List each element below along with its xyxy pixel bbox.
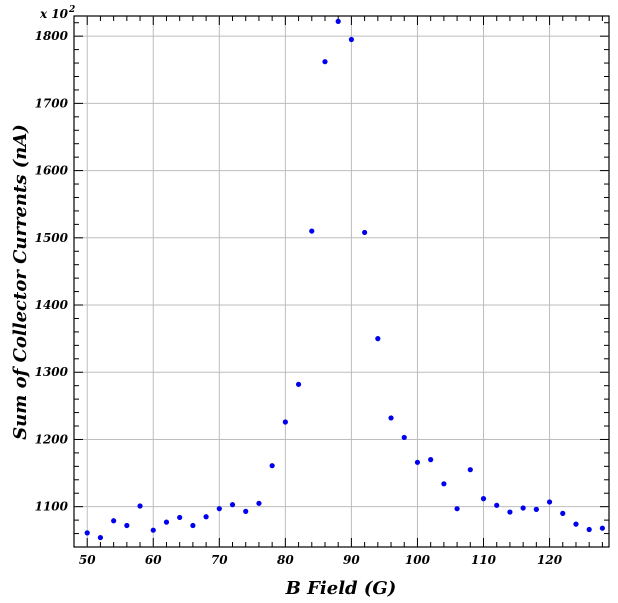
data-point	[362, 229, 368, 236]
data-point	[111, 518, 117, 524]
data-point	[586, 526, 592, 533]
x-tick-label: 70	[211, 553, 228, 567]
x-tick-label: 110	[471, 553, 497, 567]
data-point	[401, 434, 407, 441]
data-point	[454, 506, 460, 512]
data-point	[388, 415, 394, 421]
data-point	[150, 527, 156, 533]
x-tick-label: 100	[405, 553, 431, 567]
data-point	[335, 18, 341, 24]
x-tick-label: 90	[343, 553, 360, 567]
y-tick-label: 1700	[35, 96, 69, 110]
x-tick-labels: 50 60 70 80 90 100 110 120	[79, 553, 563, 567]
data-point	[428, 457, 434, 463]
y-tick-label: 1400	[35, 298, 69, 312]
data-point	[163, 519, 170, 525]
data-point	[573, 521, 579, 527]
plot-frame	[73, 15, 610, 548]
axis-ticks	[74, 16, 609, 548]
grid	[74, 16, 609, 547]
data-point	[229, 502, 236, 508]
data-point	[560, 510, 566, 516]
y-axis-title: Sum of Collector Currents (nA)	[10, 124, 31, 440]
data-point	[177, 514, 183, 521]
data-point	[441, 481, 447, 487]
y-multiplier-exponent: 2	[68, 5, 75, 15]
data-point	[375, 336, 381, 342]
x-tick-label: 80	[277, 553, 294, 567]
data-point	[467, 467, 473, 473]
x-tick-label: 50	[79, 553, 96, 567]
y-tick-label: 1500	[35, 231, 69, 245]
data-point	[97, 534, 104, 541]
data-point	[348, 36, 355, 43]
data-point	[414, 459, 421, 465]
y-tick-label: 1300	[35, 365, 69, 379]
x-tick-label: 60	[145, 553, 162, 567]
data-point	[295, 381, 302, 387]
x-axis-title: B Field (G)	[285, 578, 397, 599]
y-tick-label: 1800	[35, 29, 69, 43]
data-point	[190, 522, 196, 529]
data-point	[124, 522, 130, 529]
data-point	[309, 228, 315, 234]
y-tick-label: 1100	[35, 500, 69, 514]
x-tick-label: 120	[537, 553, 563, 567]
data-point	[480, 496, 487, 502]
data-point	[216, 506, 222, 512]
data-point	[256, 500, 262, 506]
data-point	[533, 506, 539, 512]
y-tick-label: 1200	[35, 432, 69, 446]
data-point	[137, 503, 143, 509]
data-point	[599, 525, 605, 531]
data-point	[243, 508, 249, 514]
data-point	[269, 463, 275, 469]
data-point	[494, 502, 500, 508]
y-tick-labels: 1100 1200 1300 1400 1500 1600 1700 1800	[35, 29, 69, 514]
data-point	[322, 59, 328, 65]
data-point	[84, 530, 90, 536]
data-point	[546, 499, 553, 505]
y-tick-label: 1600	[35, 164, 69, 178]
data-point	[520, 505, 526, 511]
data-point	[203, 514, 209, 520]
data-points	[84, 18, 605, 541]
data-point	[282, 419, 288, 425]
data-point	[507, 509, 513, 515]
y-multiplier-label: x 10	[39, 7, 69, 21]
